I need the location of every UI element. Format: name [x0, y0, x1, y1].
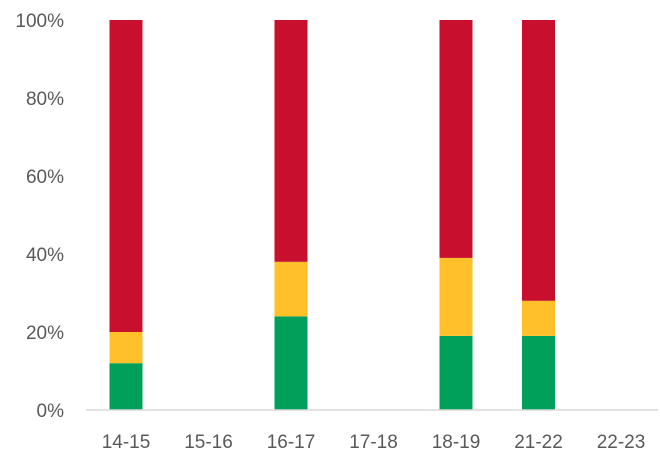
y-tick-label: 20%	[26, 323, 64, 344]
bar-segment-18-19-s3	[439, 20, 473, 258]
bar-segment-18-19-s2	[439, 257, 473, 336]
bar-segment-16-17-s3	[274, 20, 308, 262]
y-tick-label: 0%	[37, 401, 65, 422]
bar-segment-21-22-s3	[522, 20, 555, 301]
bar-segment-14-15-s2	[109, 332, 143, 364]
x-tick-label: 15-16	[184, 432, 233, 453]
bar-segment-16-17-s2	[274, 261, 308, 317]
y-tick-label: 80%	[26, 89, 64, 110]
x-tick-label: 22-23	[597, 432, 646, 453]
bar-segment-21-22-s1	[522, 335, 555, 410]
y-tick-label: 100%	[15, 11, 64, 32]
bars	[109, 20, 555, 410]
x-axis-ticks: 14-15 15-16 16-17 17-18 18-19 21-22 22-23	[102, 432, 646, 453]
bar-segment-14-15-s1	[109, 363, 143, 410]
x-tick-label: 17-18	[349, 432, 398, 453]
x-tick-label: 14-15	[102, 432, 151, 453]
y-axis-ticks: 0% 20% 40% 60% 80% 100%	[15, 11, 64, 422]
x-tick-label: 18-19	[432, 432, 481, 453]
y-tick-label: 60%	[26, 167, 64, 188]
y-tick-label: 40%	[26, 245, 64, 266]
bar-segment-18-19-s1	[439, 335, 473, 410]
bar-segment-16-17-s1	[274, 316, 308, 410]
x-tick-label: 16-17	[267, 432, 316, 453]
x-tick-label: 21-22	[514, 432, 563, 453]
bar-segment-21-22-s2	[522, 300, 555, 336]
bar-segment-14-15-s3	[109, 20, 143, 332]
